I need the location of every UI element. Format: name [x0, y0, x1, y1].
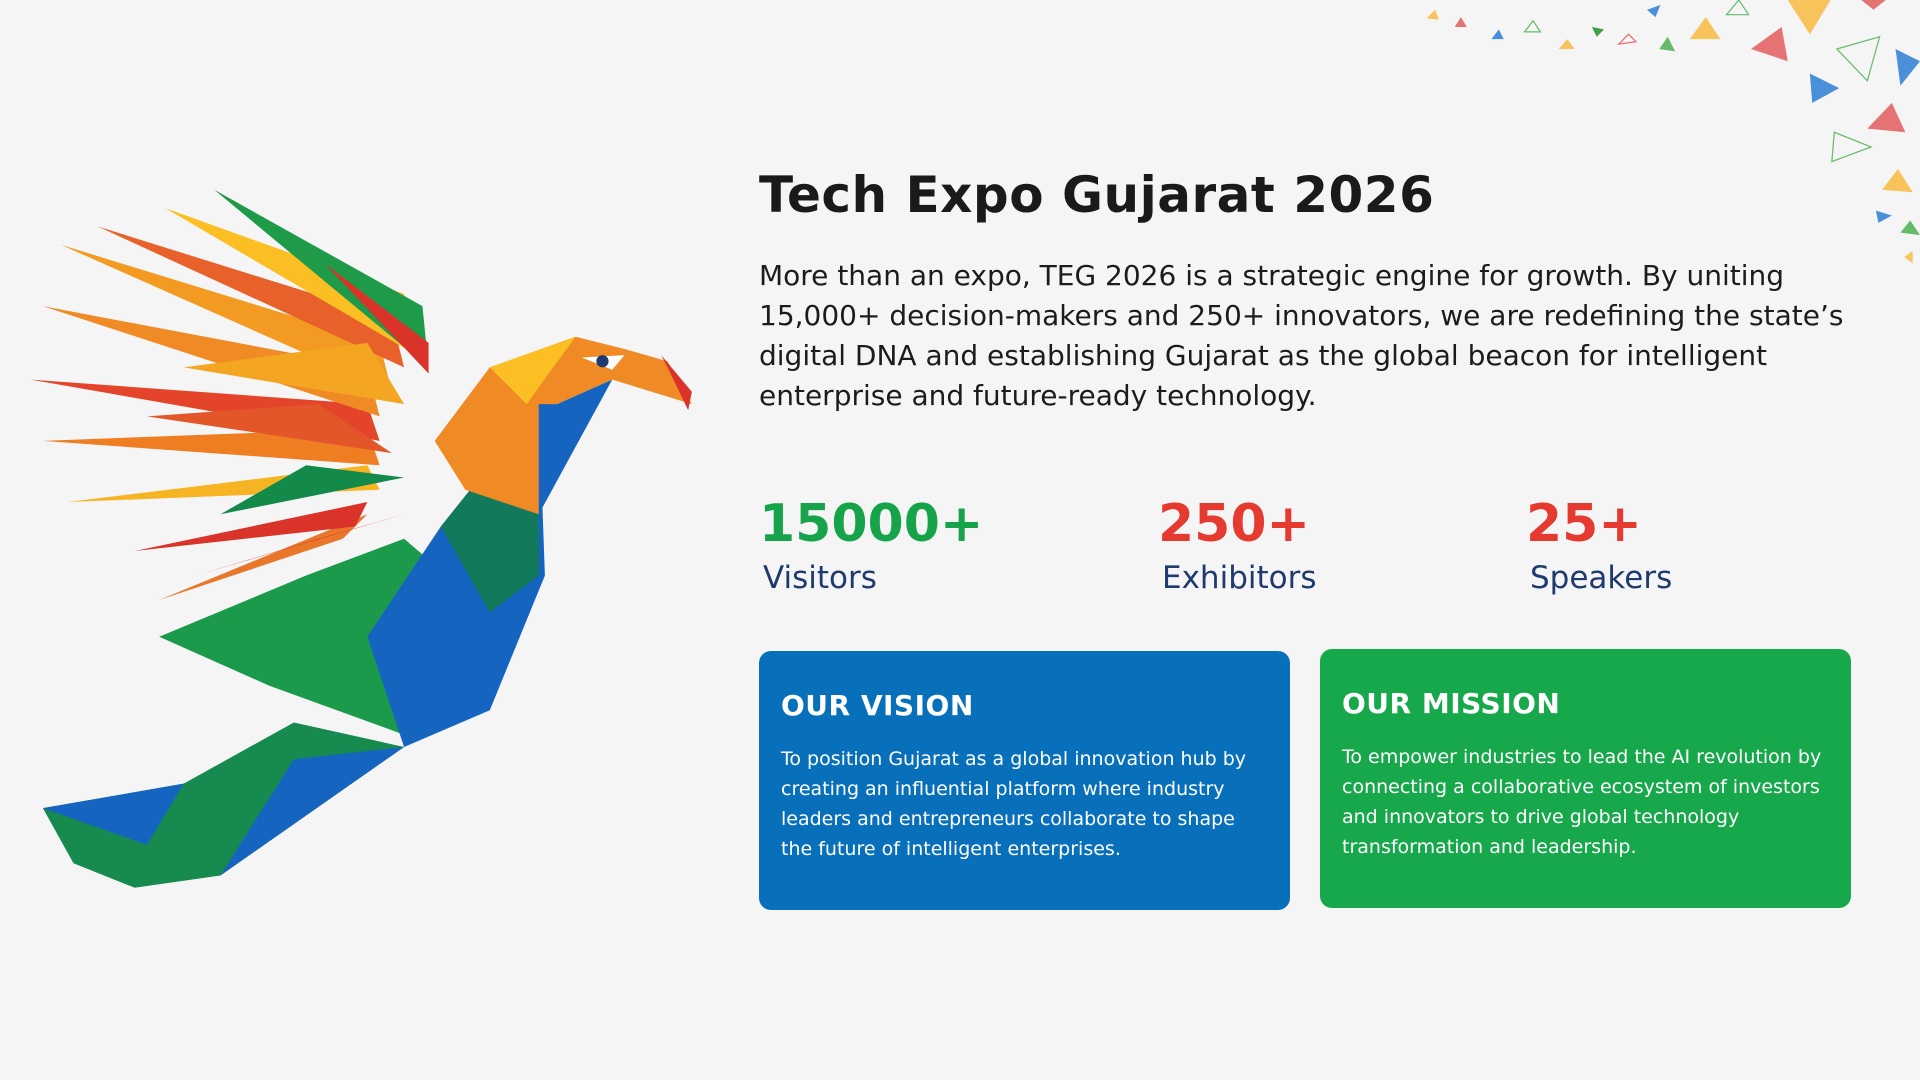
stat-value: 15000+ [759, 494, 984, 554]
title: Tech Expo Gujarat 2026 [759, 166, 1435, 224]
stat-label: Visitors [763, 560, 877, 596]
card-text: To position Gujarat as a global innovati… [781, 748, 1247, 860]
eagle-logo [30, 189, 692, 888]
description: More than an expo, TEG 2026 is a strateg… [759, 259, 1844, 412]
stat: 250+ Exhibitors [1158, 492, 1317, 600]
stat-label: Speakers [1530, 560, 1673, 596]
mission-card: OUR MISSION To empower industries to lea… [1320, 649, 1851, 908]
vision-card: OUR VISION To position Gujarat as a glob… [759, 651, 1290, 910]
stat-label: Exhibitors [1162, 560, 1317, 596]
card-title: OUR VISION [781, 689, 974, 722]
stat: 15000+ Visitors [759, 492, 983, 600]
stat-value: 25+ [1526, 494, 1642, 554]
card-title: OUR MISSION [1342, 687, 1561, 720]
confetti [1426, 0, 1920, 264]
stat: 25+ Speakers [1526, 492, 1672, 600]
card-text: To empower industries to lead the AI rev… [1342, 746, 1822, 858]
stat-value: 250+ [1158, 494, 1311, 554]
